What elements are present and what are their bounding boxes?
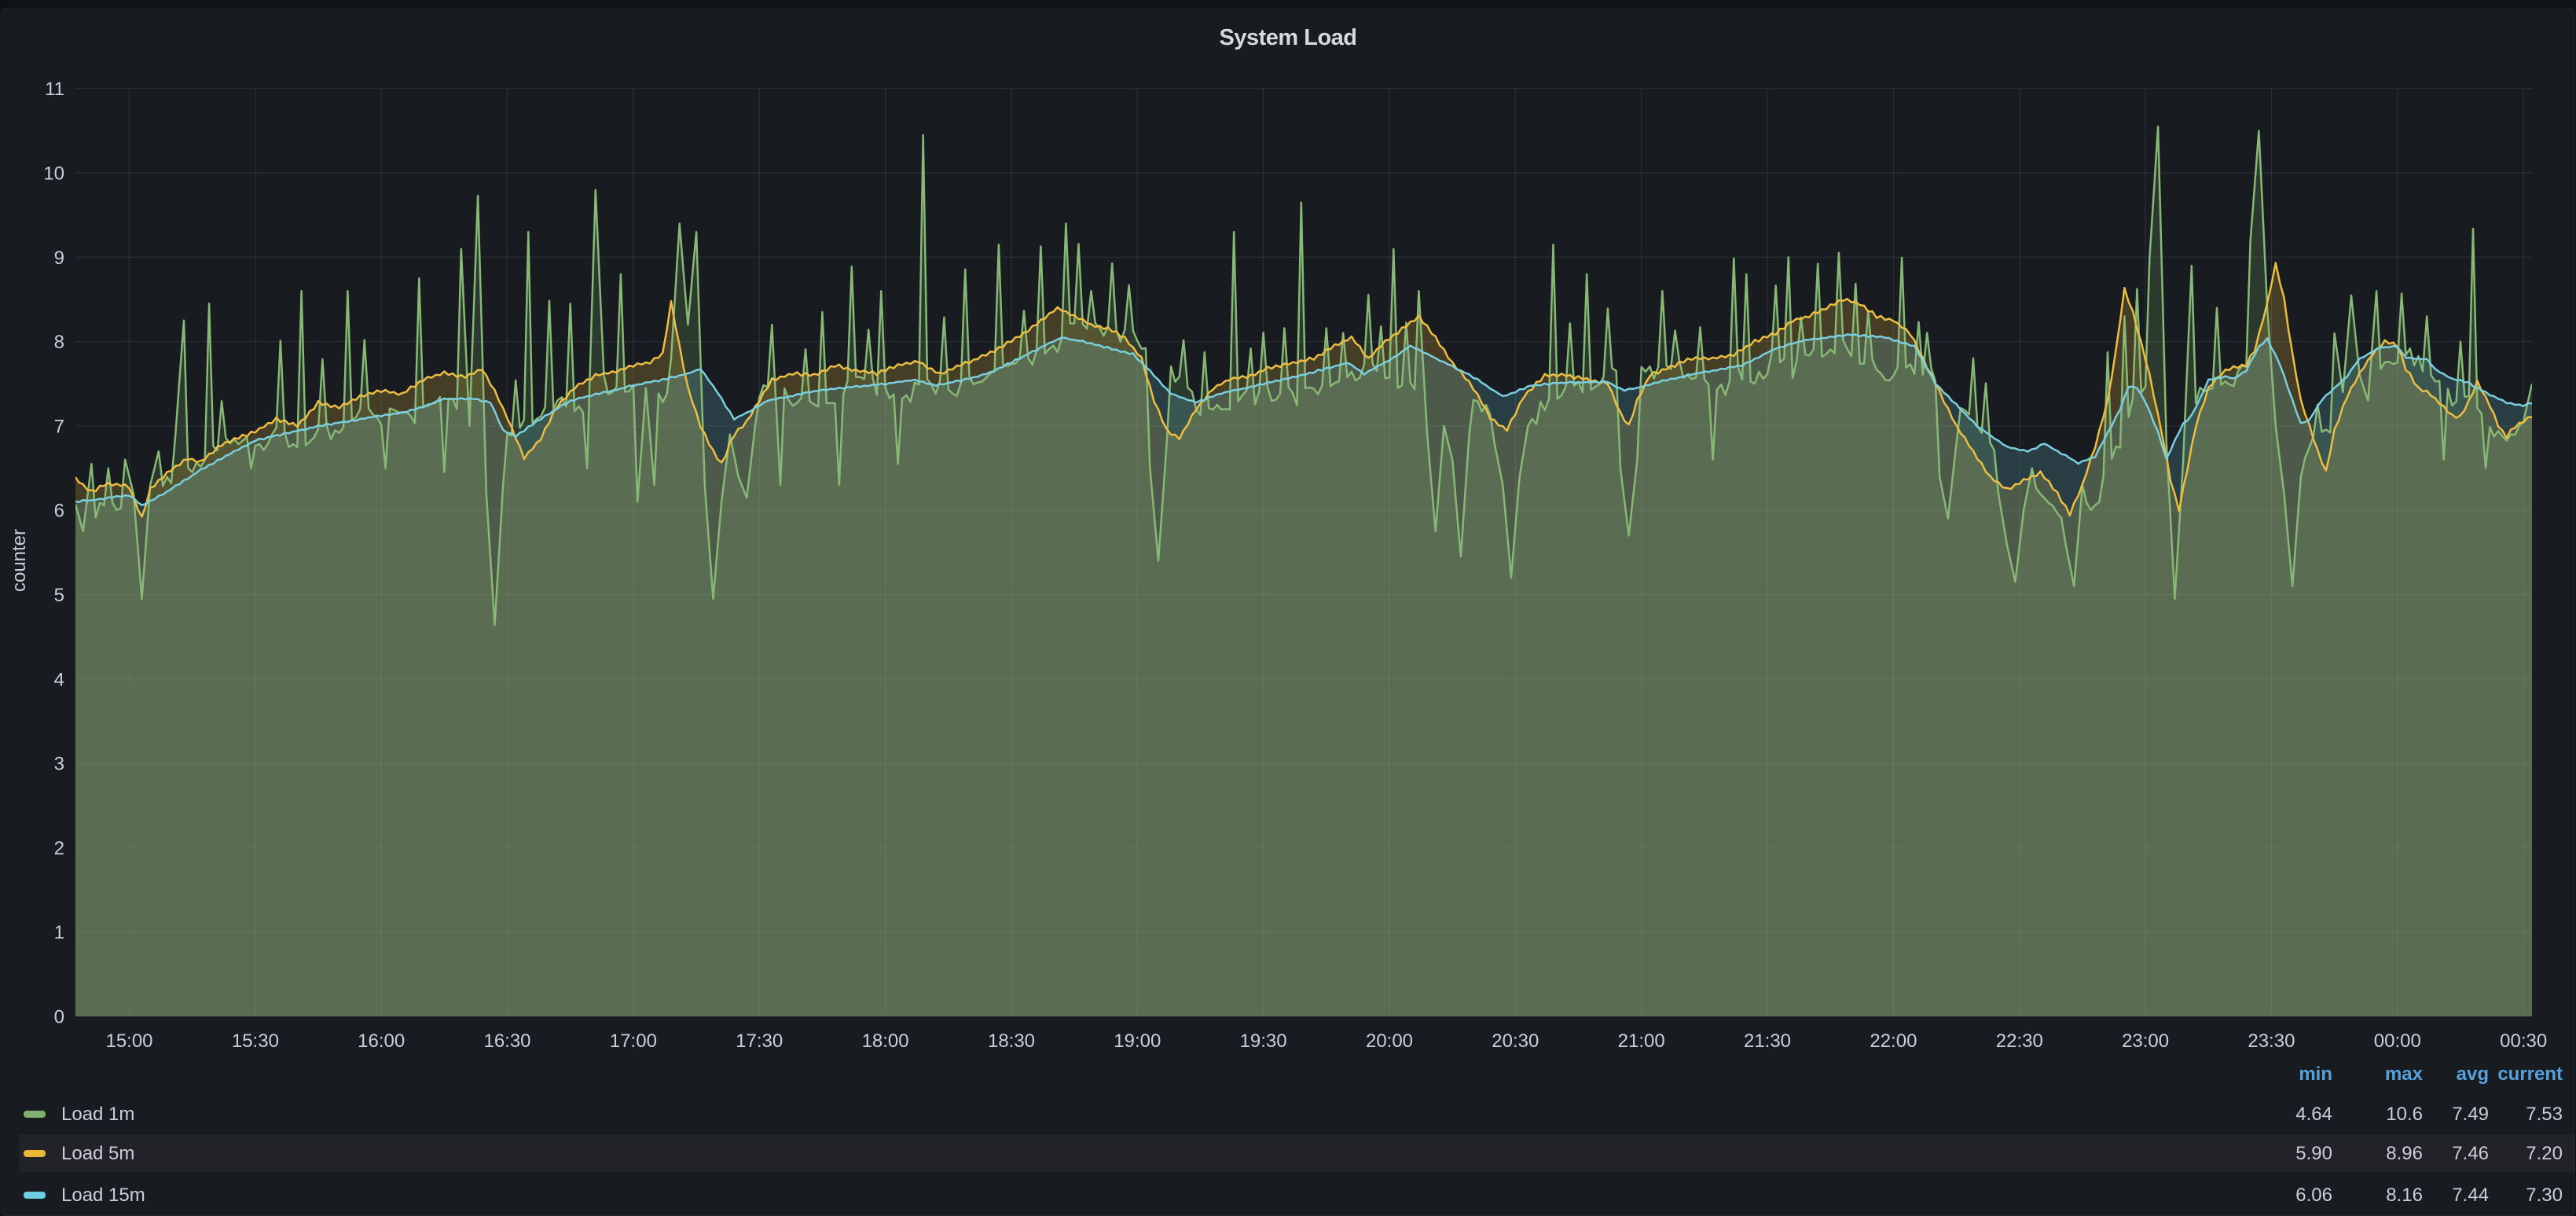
svg-text:20:30: 20:30 — [1492, 1030, 1539, 1052]
svg-text:5: 5 — [54, 585, 64, 606]
svg-text:11: 11 — [45, 79, 64, 100]
svg-text:counter: counter — [9, 529, 30, 592]
svg-text:1: 1 — [54, 922, 64, 943]
svg-text:17:00: 17:00 — [610, 1030, 657, 1052]
svg-text:00:30: 00:30 — [2500, 1030, 2547, 1052]
svg-text:8: 8 — [54, 332, 64, 353]
svg-text:7: 7 — [54, 416, 64, 437]
svg-text:22:00: 22:00 — [1870, 1030, 1917, 1052]
svg-text:15:00: 15:00 — [105, 1030, 152, 1052]
svg-text:3: 3 — [54, 754, 64, 775]
svg-text:22:30: 22:30 — [1996, 1030, 2043, 1052]
svg-text:18:30: 18:30 — [988, 1030, 1035, 1052]
svg-text:0: 0 — [54, 1007, 64, 1028]
svg-text:6: 6 — [54, 501, 64, 522]
svg-text:00:00: 00:00 — [2374, 1030, 2421, 1052]
svg-text:15:30: 15:30 — [232, 1030, 279, 1052]
svg-text:10: 10 — [43, 163, 64, 185]
svg-text:4: 4 — [54, 669, 64, 690]
svg-text:18:00: 18:00 — [862, 1030, 909, 1052]
svg-text:21:30: 21:30 — [1744, 1030, 1791, 1052]
svg-text:21:00: 21:00 — [1618, 1030, 1665, 1052]
svg-text:20:00: 20:00 — [1366, 1030, 1413, 1052]
svg-text:9: 9 — [54, 248, 64, 269]
svg-text:19:30: 19:30 — [1240, 1030, 1287, 1052]
svg-text:17:30: 17:30 — [736, 1030, 783, 1052]
svg-text:16:00: 16:00 — [358, 1030, 405, 1052]
svg-text:23:30: 23:30 — [2248, 1030, 2295, 1052]
svg-text:16:30: 16:30 — [483, 1030, 530, 1052]
svg-text:23:00: 23:00 — [2122, 1030, 2169, 1052]
svg-text:19:00: 19:00 — [1114, 1030, 1161, 1052]
svg-text:2: 2 — [54, 838, 64, 859]
